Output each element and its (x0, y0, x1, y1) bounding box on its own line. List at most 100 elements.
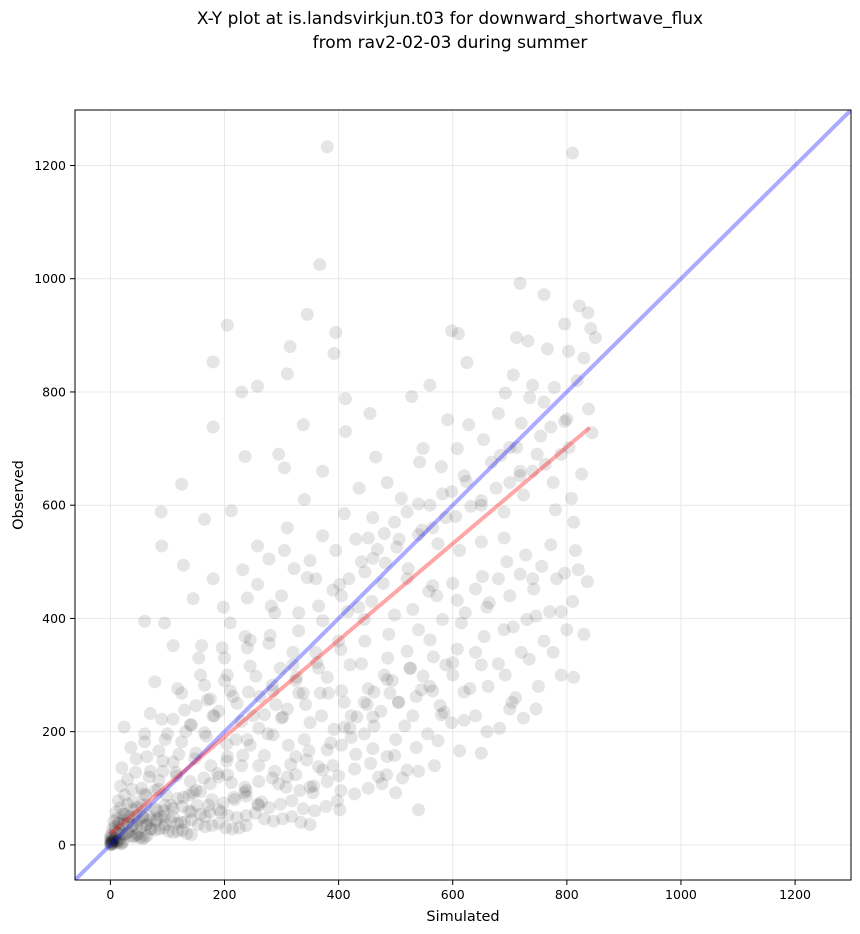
scatter-point (157, 804, 171, 818)
scatter-point (262, 636, 276, 650)
scatter-point (206, 355, 220, 369)
scatter-point (114, 801, 128, 815)
scatter-point (144, 822, 158, 836)
scatter-point (172, 747, 186, 761)
scatter-point (236, 748, 250, 762)
scatter-point (136, 811, 150, 825)
scatter-point (352, 600, 366, 614)
scatter-point (179, 725, 193, 739)
scatter-point (266, 684, 280, 698)
scatter-point (401, 562, 415, 576)
scatter-point (314, 709, 328, 723)
scatter-point (485, 455, 499, 469)
scatter-point (529, 609, 543, 623)
scatter-point (237, 786, 251, 800)
scatter-point (330, 794, 344, 808)
scatter-point (171, 816, 185, 830)
scatter-point (434, 460, 448, 474)
scatter-point (227, 790, 241, 804)
scatter-point (171, 824, 185, 838)
scatter-point (446, 656, 460, 670)
scatter-point (319, 799, 333, 813)
scatter-point (200, 693, 214, 707)
scatter-point (514, 645, 528, 659)
scatter-point (477, 630, 491, 644)
scatter-point (437, 705, 451, 719)
scatter-point (105, 833, 119, 847)
scatter-point (284, 758, 298, 771)
regression-line (109, 426, 591, 836)
scatter-point (134, 820, 148, 834)
scatter-point (117, 813, 131, 827)
scatter-point (232, 821, 246, 835)
scatter-point (457, 685, 471, 699)
scatter-point (313, 258, 327, 272)
scatter-point (238, 780, 252, 794)
scatter-point (126, 803, 140, 817)
axis-ticks: 0 200 400 600 800 1000 1200 0 200 400 600 800 1000 12… (34, 158, 811, 902)
scatter-point (357, 727, 371, 741)
scatter-point (138, 614, 152, 628)
scatter-point (520, 613, 534, 627)
scatter-point (152, 744, 166, 758)
scatter-point (584, 322, 598, 336)
scatter-point (405, 389, 419, 403)
scatter-point (257, 812, 271, 826)
scatter-point (135, 810, 149, 824)
scatter-point (159, 788, 173, 802)
scatter-point (450, 593, 464, 607)
scatter-point (241, 685, 255, 699)
scatter-point (275, 711, 289, 725)
scatter-point (276, 710, 290, 724)
scatter-point (558, 414, 572, 428)
scatter-point (125, 819, 139, 833)
scatter-point (366, 511, 380, 525)
scatter-point (441, 413, 455, 427)
scatter-point (150, 804, 164, 818)
scatter-point (297, 493, 311, 507)
scatter-point (129, 752, 143, 766)
scatter-point (411, 803, 425, 817)
scatter-point (498, 668, 512, 682)
scatter-point (333, 577, 347, 591)
scatter-point (580, 575, 594, 589)
scatter-point (194, 807, 208, 821)
scatter-point (252, 721, 266, 735)
scatter-point (138, 735, 152, 749)
scatter-point (326, 759, 340, 773)
scatter-point (143, 822, 157, 836)
scatter-point (554, 447, 568, 461)
scatter-point (114, 779, 128, 793)
scatter-point (303, 716, 317, 730)
scatter-point (370, 542, 384, 556)
scatter-point (138, 831, 152, 845)
scatter-point (228, 793, 242, 807)
scatter-point (358, 565, 372, 579)
scatter-point (155, 712, 169, 726)
scatter-point (115, 837, 129, 851)
scatter-point (199, 729, 213, 743)
scatter-point (400, 763, 414, 777)
scatter-point (198, 726, 212, 740)
scatter-point (252, 774, 266, 788)
scatter-point (285, 810, 299, 824)
scatter-point (423, 633, 437, 647)
scatter-point (531, 679, 545, 693)
scatter-point (262, 552, 276, 566)
scatter-point (186, 786, 200, 800)
scatter-point (216, 600, 230, 614)
scatter-point (292, 624, 306, 638)
scatter-point (105, 836, 119, 850)
scatter-point (411, 528, 425, 542)
scatter-point (263, 628, 277, 642)
scatter-point (303, 780, 317, 794)
scatter-point (312, 760, 326, 774)
scatter-point (158, 798, 172, 812)
scatter-point (332, 634, 346, 648)
y-tick-label: 200 (42, 724, 66, 739)
scatter-point (118, 788, 132, 802)
scatter-point (104, 837, 118, 851)
scatter-point (341, 605, 355, 619)
scatter-point (219, 821, 233, 835)
scatter-point (268, 606, 282, 620)
